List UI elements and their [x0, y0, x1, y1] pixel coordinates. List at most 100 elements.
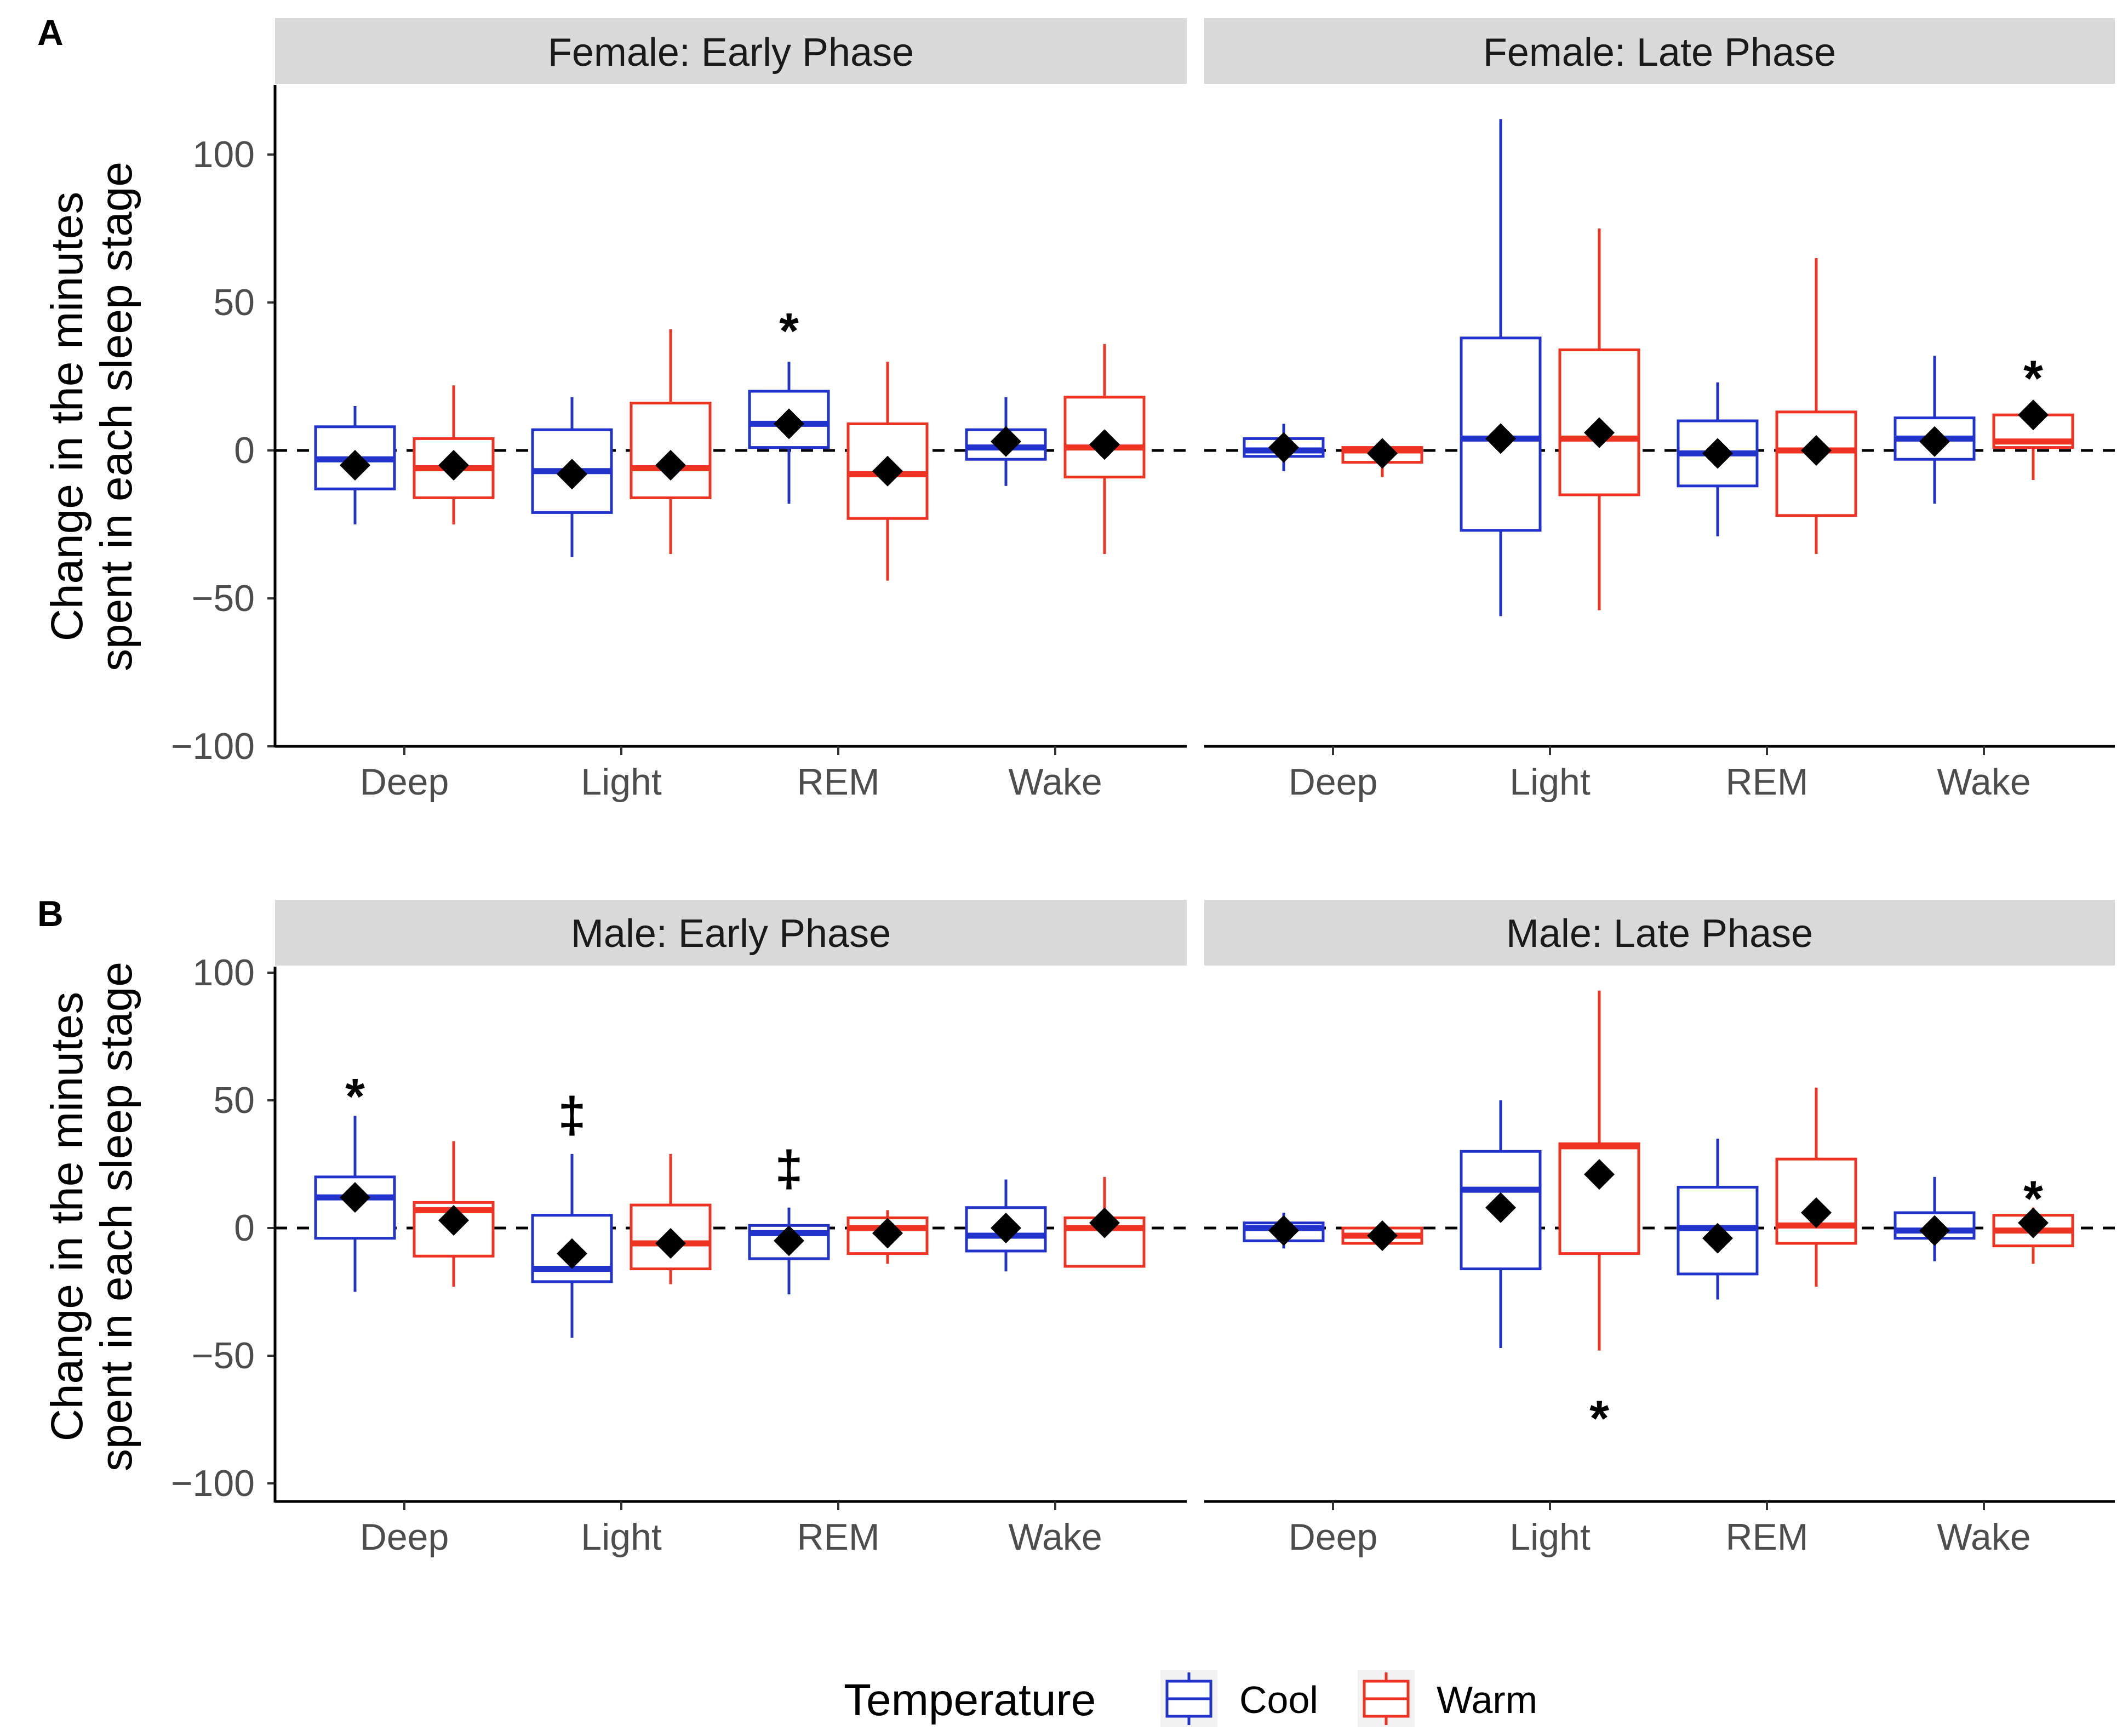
- panel-female-early-phase: *: [275, 304, 1187, 581]
- y-axis-ticks-b: 100 50 0 −50 −100: [171, 952, 275, 1504]
- mean-marker: [1919, 426, 1950, 457]
- x-tick-label: Light: [1509, 1516, 1591, 1558]
- legend-label-warm: Warm: [1437, 1678, 1537, 1721]
- mean-marker: [1089, 1207, 1120, 1238]
- box-male-early-phase-light-cool: [531, 1153, 613, 1338]
- panel-letter-b: B: [37, 893, 64, 934]
- mean-marker: [774, 408, 804, 439]
- mean-marker: [1584, 1159, 1615, 1190]
- mean-marker: [872, 1218, 903, 1249]
- strip-title-female-early: Female: Early Phase: [548, 31, 914, 75]
- box-female-late-phase-deep-warm: [1341, 438, 1423, 477]
- strip-male-late: [1204, 900, 2115, 966]
- mean-marker: [1801, 435, 1832, 466]
- significance-marker: *: [2023, 351, 2043, 407]
- mean-marker: [438, 450, 469, 481]
- box-female-late-phase-rem-cool: [1677, 382, 1759, 536]
- box-female-early-phase-deep-warm: [413, 385, 495, 524]
- mean-marker: [655, 450, 686, 481]
- strip-title-female-late: Female: Late Phase: [1483, 31, 1836, 75]
- box-male-late-phase-rem-warm: [1775, 1087, 1857, 1287]
- x-tick-label: REM: [797, 761, 879, 803]
- strip-female-late: [1204, 18, 2115, 84]
- box-male-late-phase-deep-warm: [1341, 1220, 1423, 1251]
- x-axis-ticks-female-late: Deep Light REM Wake: [1289, 746, 2031, 803]
- y-axis-title-a-line1: Change in the minutes: [42, 192, 92, 642]
- mean-marker: [557, 459, 587, 490]
- y-axis-ticks-a: 100 50 0 −50 −100: [171, 134, 275, 767]
- y-tick-label: −100: [171, 1463, 255, 1504]
- box-female-early-phase-rem-warm: [846, 362, 929, 581]
- mean-marker: [1268, 1215, 1299, 1246]
- strip-male-early: [275, 900, 1187, 966]
- significance-marker: *: [1589, 1391, 1609, 1447]
- y-tick-label: −100: [171, 726, 255, 767]
- box-female-late-phase-wake-warm: [1992, 399, 2074, 480]
- legend-label-cool: Cool: [1239, 1678, 1318, 1721]
- y-tick-label: 0: [234, 1207, 255, 1249]
- mean-marker: [991, 426, 1021, 457]
- mean-marker: [1485, 423, 1516, 454]
- y-tick-label: 100: [193, 952, 255, 993]
- x-tick-label: REM: [1725, 761, 1808, 803]
- mean-marker: [340, 1182, 370, 1213]
- x-tick-label: Light: [1509, 761, 1591, 803]
- x-axis-ticks-male-late: Deep Light REM Wake: [1289, 1501, 2031, 1558]
- significance-marker: ‡: [775, 1141, 803, 1197]
- legend: Temperature Cool Warm: [844, 1670, 1537, 1727]
- box-female-late-phase-deep-cool: [1243, 424, 1325, 471]
- x-tick-label: Deep: [360, 1516, 449, 1558]
- x-tick-label: Wake: [1937, 1516, 2030, 1558]
- mean-marker: [1089, 429, 1120, 460]
- box-male-early-phase-rem-cool: [748, 1207, 830, 1295]
- box-female-late-phase-rem-warm: [1775, 258, 1857, 554]
- x-tick-label: Light: [581, 761, 662, 803]
- box-female-early-phase-rem-cool: [748, 362, 830, 504]
- mean-marker: [1702, 438, 1733, 469]
- box-female-early-phase-light-warm: [630, 329, 712, 554]
- mean-marker: [557, 1238, 587, 1269]
- panel-female-late-phase: *: [1204, 119, 2115, 616]
- panel-male-late-phase: **: [1204, 990, 2115, 1447]
- mean-marker: [991, 1213, 1021, 1243]
- box-female-early-phase-wake-cool: [965, 397, 1047, 486]
- box-male-early-phase-deep-cool: [314, 1115, 396, 1292]
- box-male-late-phase-rem-cool: [1677, 1138, 1759, 1300]
- panel-letter-a: A: [37, 12, 64, 53]
- box-male-early-phase-rem-warm: [846, 1210, 929, 1264]
- box-male-early-phase-light-warm: [630, 1153, 712, 1284]
- mean-marker: [340, 450, 370, 481]
- mean-marker: [872, 455, 903, 487]
- strip-female-early: [275, 18, 1187, 84]
- x-tick-label: Deep: [360, 761, 449, 803]
- x-tick-label: Light: [581, 1516, 662, 1558]
- mean-marker: [1268, 432, 1299, 463]
- mean-marker: [438, 1205, 469, 1236]
- y-axis-title-b-line2: spent in each sleep stage: [91, 962, 141, 1471]
- significance-marker: *: [779, 304, 799, 359]
- x-tick-label: Wake: [1008, 761, 1102, 803]
- box-male-late-phase-wake-warm: [1992, 1207, 2074, 1264]
- mean-marker: [1485, 1192, 1516, 1223]
- x-axis-ticks-female-early: Deep Light REM Wake: [360, 746, 1102, 803]
- y-axis-title-b-line1: Change in the minutes: [42, 992, 92, 1442]
- y-tick-label: 100: [193, 134, 255, 175]
- y-tick-label: 50: [213, 1080, 255, 1121]
- panel-male-early-phase: * ‡ ‡: [275, 1069, 1187, 1338]
- box-female-early-phase-light-cool: [531, 397, 613, 557]
- box-male-early-phase-wake-cool: [965, 1179, 1047, 1272]
- y-axis-title-a-line2: spent in each sleep stage: [91, 162, 141, 671]
- strip-title-male-late: Male: Late Phase: [1506, 912, 1813, 956]
- box-female-late-phase-wake-cool: [1894, 356, 1976, 504]
- y-tick-label: 0: [234, 430, 255, 471]
- significance-marker: *: [2023, 1171, 2043, 1227]
- x-tick-label: Deep: [1289, 1516, 1378, 1558]
- x-axis-ticks-male-early: Deep Light REM Wake: [360, 1501, 1102, 1558]
- iqr-box: [1063, 396, 1146, 479]
- box-female-early-phase-wake-warm: [1063, 344, 1146, 554]
- legend-title: Temperature: [844, 1675, 1096, 1725]
- box-male-early-phase-wake-warm: [1063, 1177, 1146, 1268]
- strip-title-male-early: Male: Early Phase: [571, 912, 891, 956]
- x-tick-label: Wake: [1937, 761, 2030, 803]
